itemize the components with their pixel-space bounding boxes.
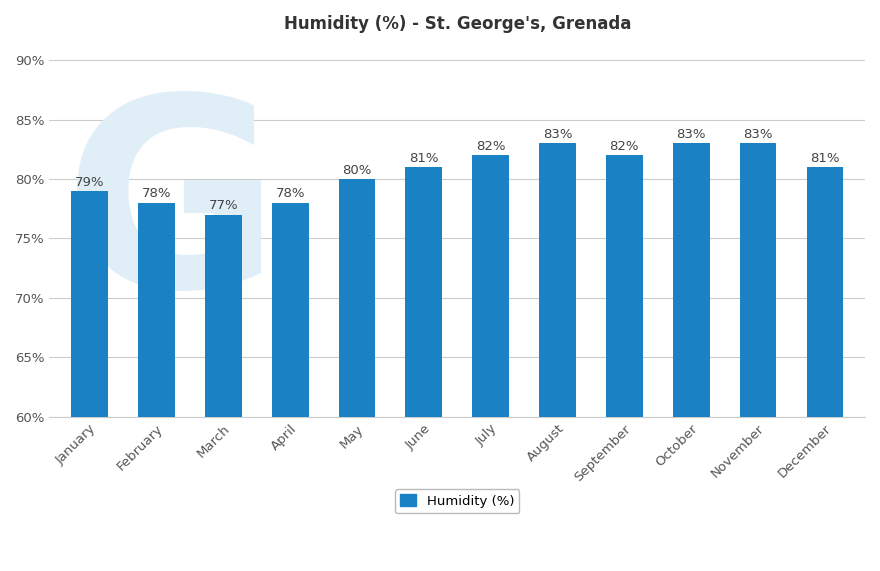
Title: Humidity (%) - St. George's, Grenada: Humidity (%) - St. George's, Grenada xyxy=(283,15,631,33)
Bar xyxy=(473,155,509,417)
Text: 82%: 82% xyxy=(610,140,639,153)
Bar xyxy=(606,155,642,417)
Text: 83%: 83% xyxy=(744,128,773,141)
Text: 83%: 83% xyxy=(543,128,572,141)
Bar xyxy=(71,191,108,417)
Text: 80%: 80% xyxy=(342,164,371,176)
Text: 83%: 83% xyxy=(677,128,706,141)
Text: 77%: 77% xyxy=(209,199,238,212)
Text: 81%: 81% xyxy=(409,152,438,165)
Bar xyxy=(673,143,709,417)
Bar xyxy=(539,143,576,417)
Bar xyxy=(406,167,443,417)
Bar xyxy=(339,179,376,417)
Text: 81%: 81% xyxy=(810,152,840,165)
Text: 82%: 82% xyxy=(476,140,505,153)
Bar xyxy=(806,167,843,417)
Text: 78%: 78% xyxy=(275,187,304,200)
Legend: Humidity (%): Humidity (%) xyxy=(395,489,519,513)
Bar xyxy=(138,203,175,417)
Bar xyxy=(740,143,776,417)
Bar xyxy=(205,215,242,417)
Text: 79%: 79% xyxy=(75,176,105,188)
Text: G: G xyxy=(63,86,280,342)
Text: 78%: 78% xyxy=(142,187,172,200)
Bar xyxy=(272,203,309,417)
